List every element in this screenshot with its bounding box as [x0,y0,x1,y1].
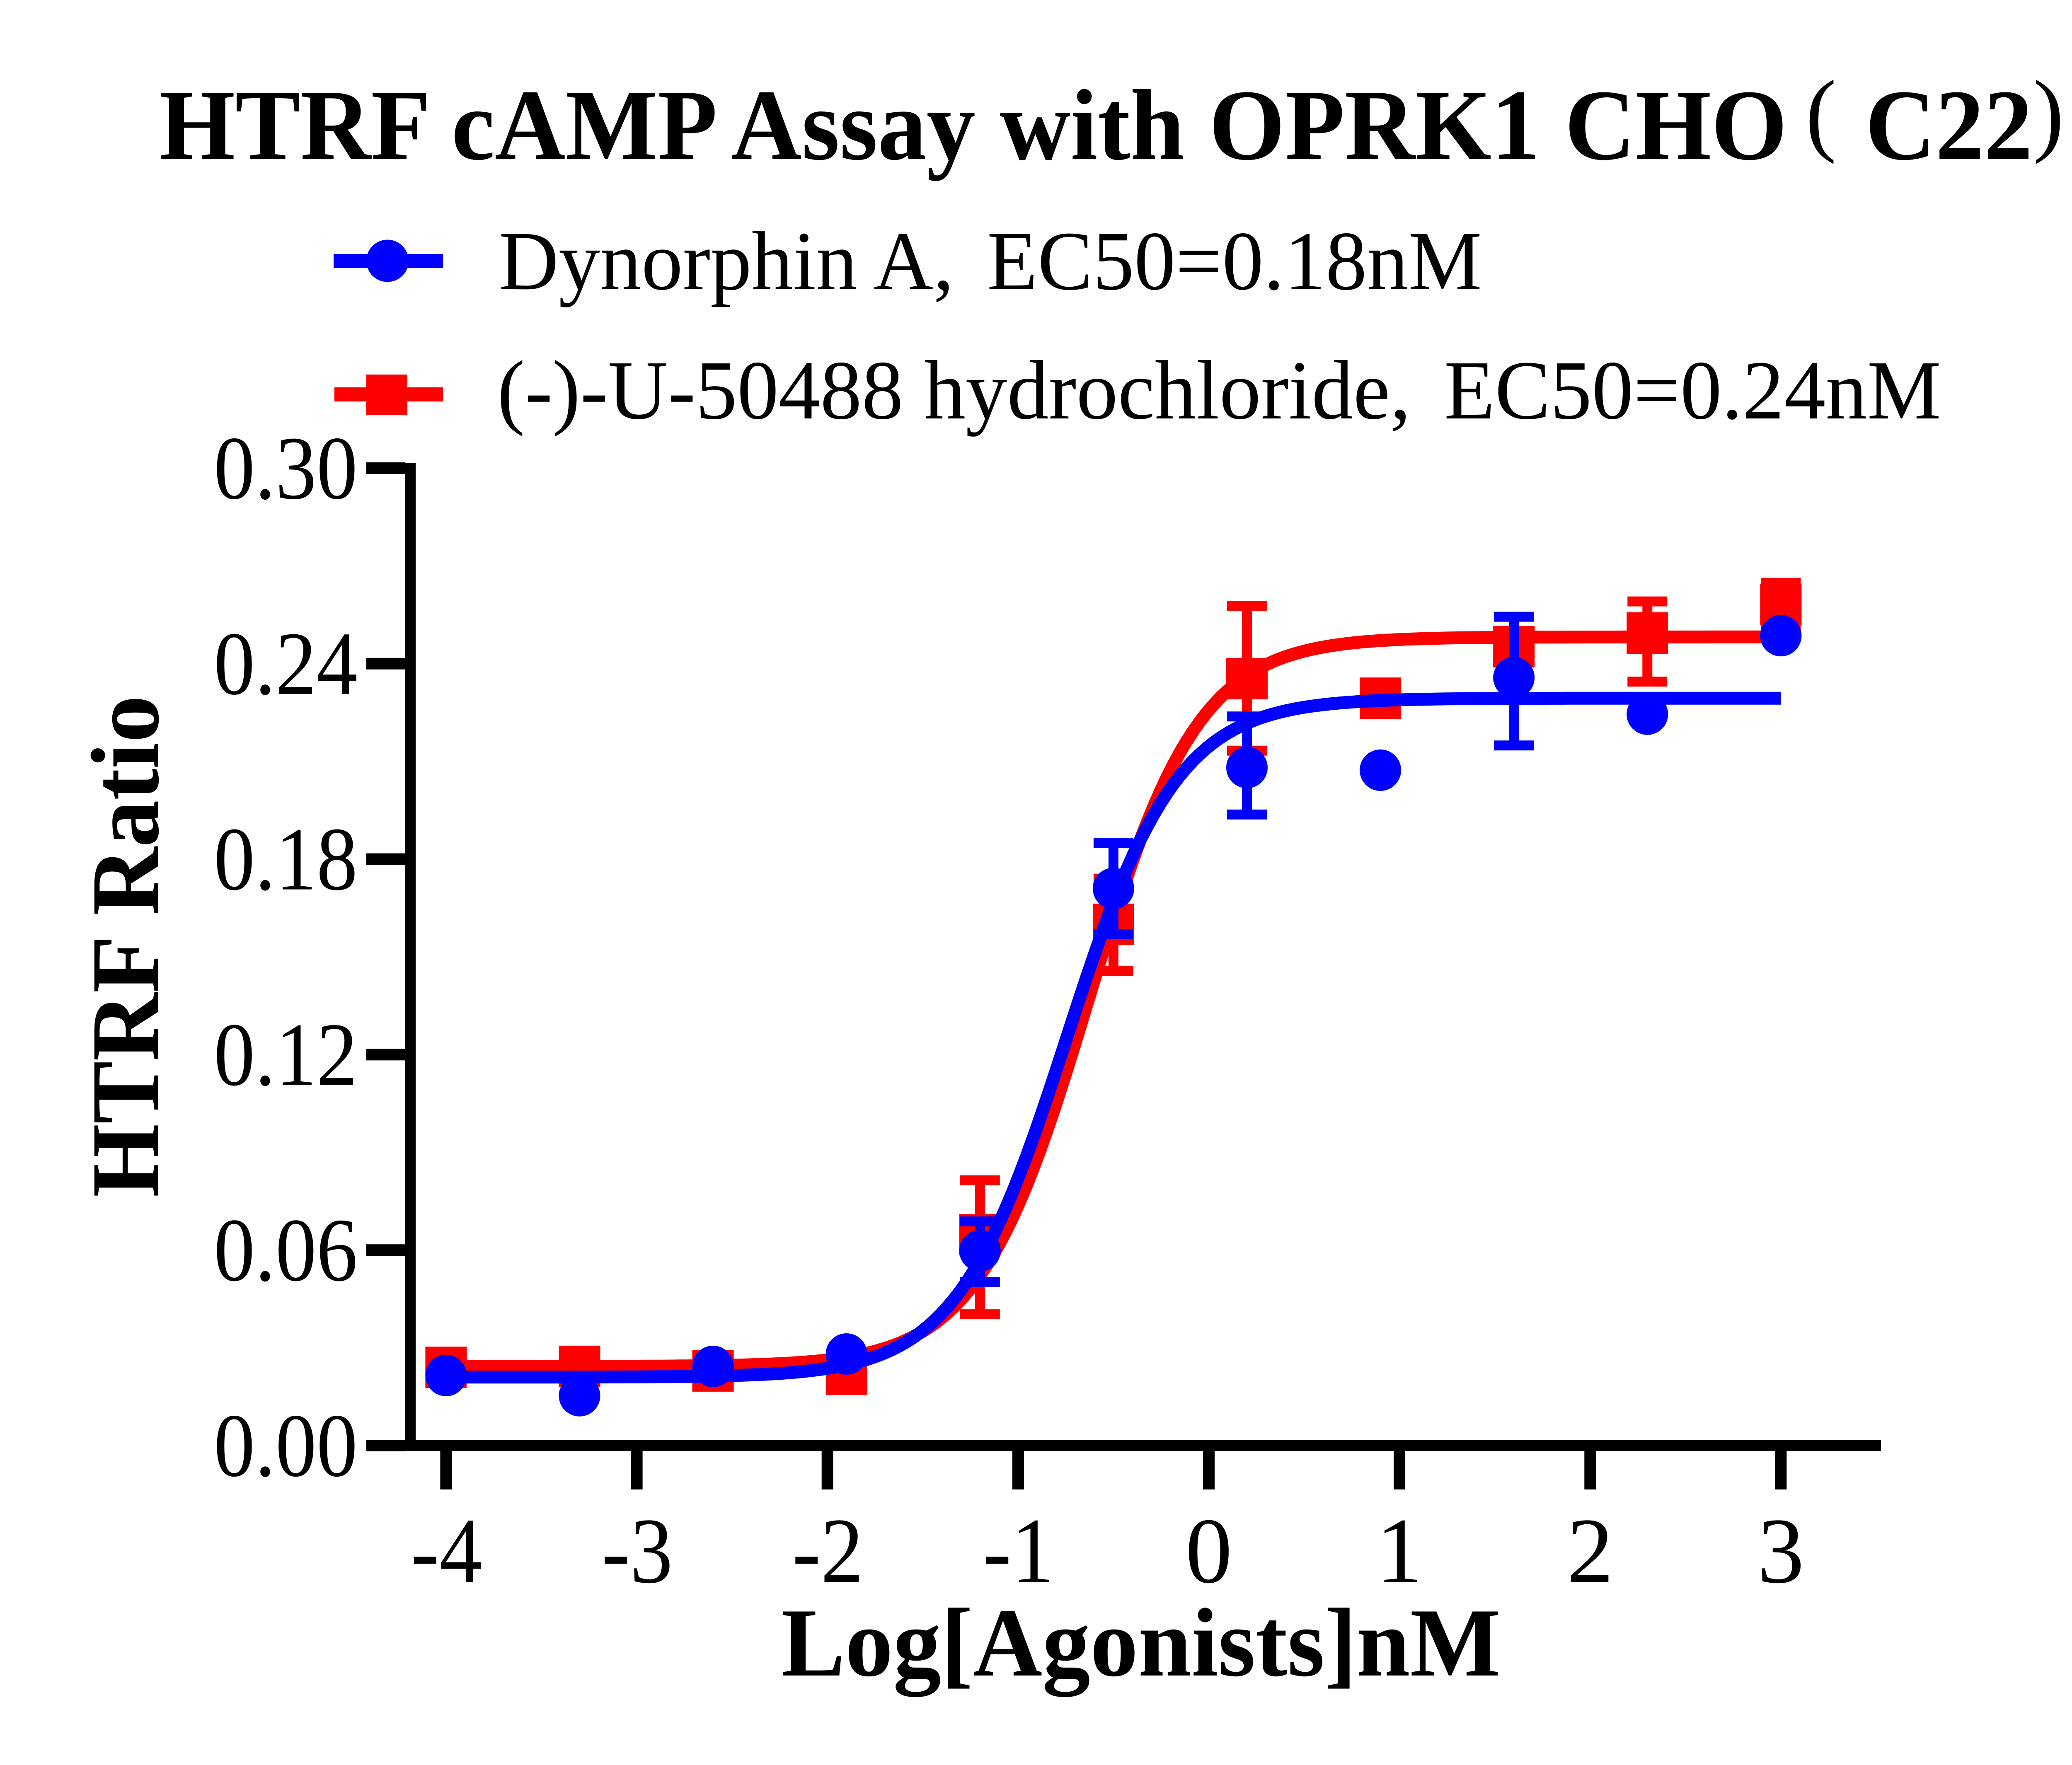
svg-text:-2: -2 [792,1499,864,1603]
svg-text:C22: C22 [1865,69,2033,181]
svg-text:3: 3 [1757,1499,1804,1603]
svg-text:0.00: 0.00 [214,1396,358,1496]
svg-text:(-)-U-50488 hydrochloride, EC: (-)-U-50488 hydrochloride, EC50=0.24nM [497,343,1941,437]
svg-text:0: 0 [1186,1499,1232,1603]
svg-text:0.24: 0.24 [214,614,358,714]
svg-text:Log[Agonists]nM: Log[Agonists]nM [781,1589,1501,1697]
svg-text:HTRF Ratio: HTRF Ratio [71,696,179,1197]
svg-text:): ) [2033,62,2064,164]
svg-text:HTRF cAMP Assay with OPRK1 CHO: HTRF cAMP Assay with OPRK1 CHO [159,69,1787,181]
svg-text:1: 1 [1376,1499,1423,1603]
svg-text:0.12: 0.12 [214,1005,358,1105]
svg-text:(: ( [1806,62,1837,164]
svg-text:0.06: 0.06 [214,1200,358,1300]
svg-text:-1: -1 [983,1499,1054,1603]
svg-text:Dynorphin A, EC50=0.18nM: Dynorphin A, EC50=0.18nM [499,214,1482,307]
svg-text:-4: -4 [411,1499,482,1603]
svg-text:-3: -3 [602,1499,673,1603]
svg-text:0.30: 0.30 [214,418,358,518]
svg-text:0.18: 0.18 [214,810,358,909]
svg-text:2: 2 [1567,1499,1614,1603]
